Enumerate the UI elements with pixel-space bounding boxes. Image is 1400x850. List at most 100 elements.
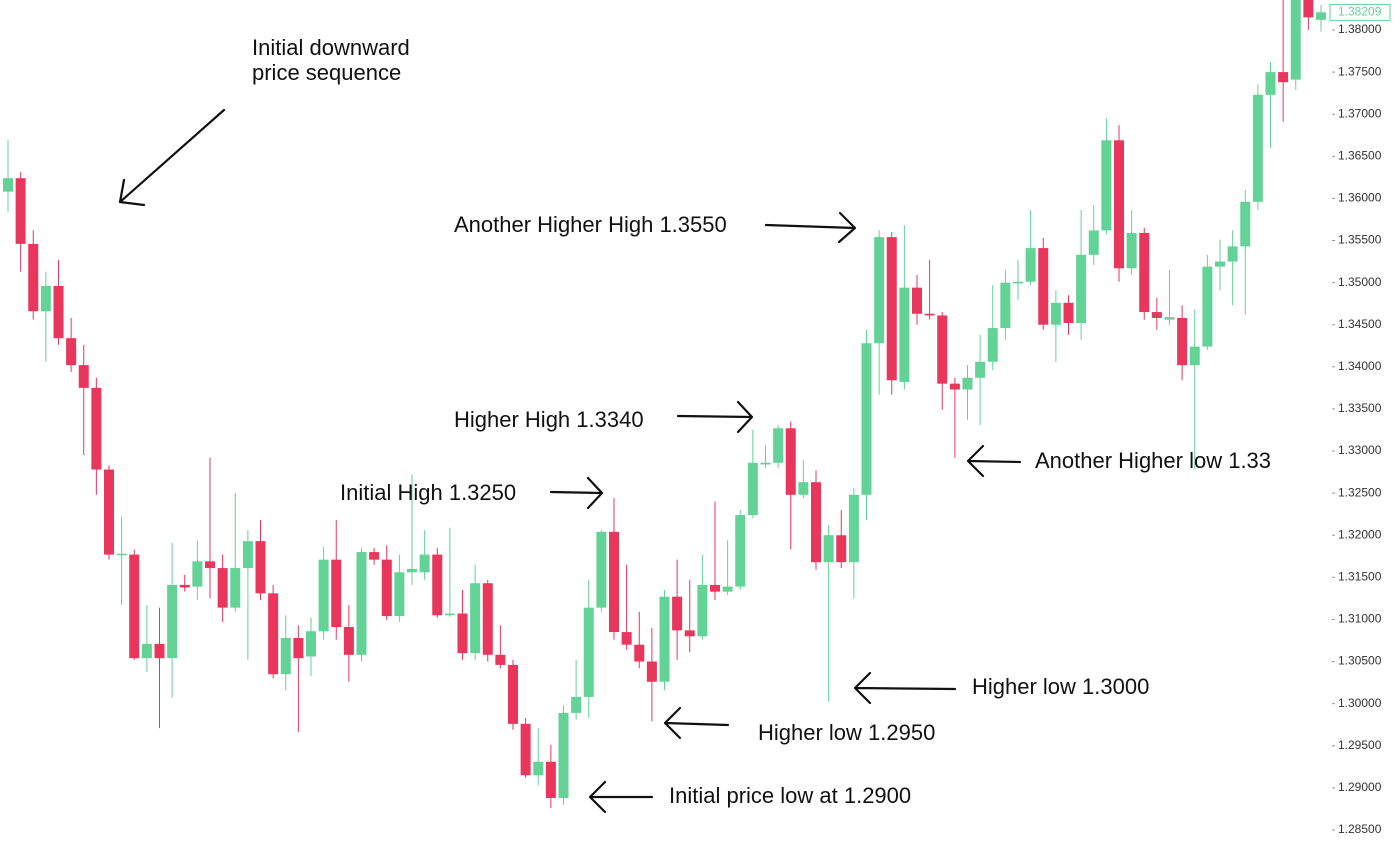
candle-body <box>912 287 922 314</box>
y-tick-label: 1.31500 <box>1338 570 1382 584</box>
candle-body <box>255 541 266 594</box>
arrow <box>966 444 1022 478</box>
annotation: Higher High 1.3340 <box>454 407 644 432</box>
candle-body <box>268 593 279 675</box>
annotation: Another Higher High 1.3550 <box>454 212 727 237</box>
candle-body <box>1013 281 1023 284</box>
candle-body <box>1290 0 1301 80</box>
candle-body <box>571 696 582 713</box>
caption-line: price sequence <box>252 60 401 85</box>
candle-body <box>1088 230 1099 255</box>
candle-body <box>28 243 39 312</box>
y-tick-label: 1.33500 <box>1338 401 1382 415</box>
y-tick-label: 1.31000 <box>1338 612 1382 626</box>
y-tick-label: 1.37500 <box>1338 64 1382 78</box>
candle-body <box>899 287 910 382</box>
candle-body <box>987 328 998 362</box>
y-axis: 1.28500 1.29000 1.29500 1.30000 1.30500 1.310… <box>1329 3 1391 836</box>
y-tick-label: 1.29000 <box>1338 780 1382 794</box>
candle-body <box>116 553 127 556</box>
candle-body <box>937 315 948 384</box>
candle-body <box>369 552 380 560</box>
candle-body <box>1202 266 1213 347</box>
arrow <box>588 780 654 814</box>
candle-body <box>533 761 544 776</box>
candle-body <box>66 338 77 366</box>
candle-body <box>1189 346 1200 366</box>
candle-body <box>545 761 556 798</box>
candle-body <box>836 535 847 563</box>
candle-body <box>293 637 304 659</box>
candle-body <box>129 554 140 659</box>
candle-body <box>1114 140 1124 269</box>
candle-body <box>457 613 468 654</box>
candle-body <box>861 343 872 495</box>
candle-body <box>104 469 114 555</box>
candle-body <box>1303 0 1314 18</box>
annotation: Another Higher low 1.33 <box>1035 448 1271 473</box>
candle-body <box>798 482 809 495</box>
candle-body <box>1164 317 1175 320</box>
candle-body <box>848 494 859 563</box>
candle-body <box>343 627 354 655</box>
arrow <box>764 211 857 244</box>
candle-body <box>91 387 102 470</box>
candle-body <box>1278 72 1289 83</box>
caption-line: Initial downward <box>252 35 410 60</box>
candle-body <box>280 637 291 675</box>
candle-body <box>217 568 228 608</box>
candle-body <box>684 630 695 637</box>
candle-body <box>949 383 960 390</box>
candle-body <box>621 632 632 645</box>
arrows <box>118 108 1022 814</box>
candle-body <box>558 712 569 798</box>
candle-body <box>242 541 253 569</box>
candle-body <box>394 572 405 617</box>
candle-body <box>596 531 607 608</box>
candle-body <box>735 515 746 587</box>
annotation: Higher low 1.2950 <box>758 720 935 745</box>
candle-body <box>1215 261 1225 267</box>
candle-body <box>495 654 506 665</box>
candle-body <box>205 561 215 569</box>
y-tick-label: 1.30500 <box>1338 654 1382 668</box>
candle-body <box>634 644 645 662</box>
candle-body <box>747 462 758 516</box>
y-tick-label: 1.36000 <box>1338 191 1382 205</box>
candle-body <box>3 178 13 192</box>
candle-body <box>192 561 203 587</box>
candle-body <box>722 586 733 592</box>
candle-body <box>659 596 670 682</box>
arrow <box>676 400 754 434</box>
arrow <box>663 706 730 740</box>
candle-body <box>40 285 51 312</box>
candle-body <box>886 237 897 381</box>
annotation: Initial High 1.3250 <box>340 480 516 505</box>
candle-body <box>823 535 834 563</box>
candle-body <box>924 313 935 316</box>
candle-body <box>1316 12 1326 20</box>
candle-body <box>1252 94 1263 202</box>
y-tick-label: 1.28500 <box>1338 822 1382 836</box>
candle-body <box>1038 248 1049 325</box>
annotation: Initial price low at 1.2900 <box>669 783 911 808</box>
candle-body <box>1000 282 1011 329</box>
candle-body <box>785 428 796 495</box>
candle-body <box>1101 140 1112 231</box>
candle-body <box>1063 302 1074 324</box>
candle-body <box>760 462 771 465</box>
candle-body <box>962 377 973 390</box>
candle-body <box>811 482 821 563</box>
candle-body <box>1265 72 1276 95</box>
candle-body <box>78 365 89 388</box>
annotations: Initial downward price sequence Another … <box>252 35 1271 808</box>
candle-body <box>773 428 784 463</box>
candle-body <box>331 559 342 628</box>
candle-body <box>15 178 26 244</box>
candle-body <box>646 661 657 682</box>
candle-body <box>1126 232 1137 269</box>
candle-body <box>520 723 531 776</box>
last-price-label: 1.38209 <box>1338 5 1382 19</box>
y-tick-label: 1.34000 <box>1338 359 1382 373</box>
